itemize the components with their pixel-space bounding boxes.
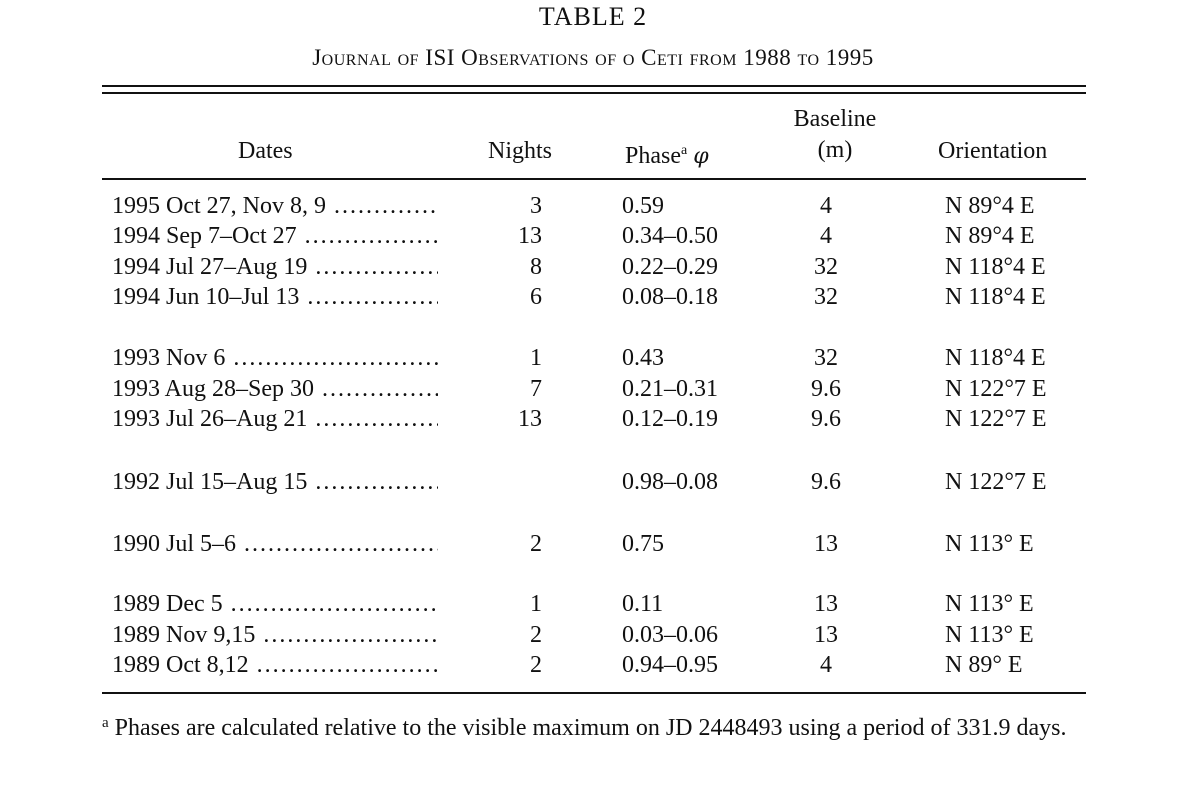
cell-baseline: 9.6 bbox=[811, 376, 841, 402]
cell-baseline: 9.6 bbox=[811, 469, 841, 495]
table-row: 1989 Nov 9,15 2 0.03–0.06 13 N 113° E bbox=[0, 620, 1200, 650]
cell-orientation: N 118°4 E bbox=[945, 345, 1046, 371]
cell-date: 1994 Jul 27–Aug 19 bbox=[112, 252, 438, 282]
cell-orientation: N 113° E bbox=[945, 591, 1034, 617]
cell-phase: 0.43 bbox=[622, 345, 664, 371]
header-baseline: Baseline (m) bbox=[772, 104, 898, 166]
cell-phase: 0.08–0.18 bbox=[622, 284, 718, 310]
header-phase-footnote-mark: a bbox=[681, 143, 688, 158]
cell-nights: 8 bbox=[530, 254, 542, 280]
cell-phase: 0.12–0.19 bbox=[622, 406, 718, 432]
cell-baseline: 9.6 bbox=[811, 406, 841, 432]
cell-date: 1994 Sep 7–Oct 27 bbox=[112, 221, 438, 251]
cell-nights: 3 bbox=[530, 193, 542, 219]
cell-date: 1989 Nov 9,15 bbox=[112, 620, 438, 650]
cell-date: 1989 Oct 8,12 bbox=[112, 650, 438, 680]
cell-baseline: 13 bbox=[814, 622, 838, 648]
header-nights: Nights bbox=[488, 138, 553, 164]
cell-baseline: 13 bbox=[814, 531, 838, 557]
cell-orientation: N 89°4 E bbox=[945, 223, 1035, 249]
top-rule-outer bbox=[102, 85, 1086, 87]
table-row: 1994 Jun 10–Jul 13 6 0.08–0.18 32 N 118°4 E bbox=[0, 282, 1200, 312]
table-title: TABLE 2 bbox=[538, 2, 648, 31]
table-row: 1990 Jul 5–6 2 0.75 13 N 113° E bbox=[0, 529, 1200, 559]
cell-phase: 0.59 bbox=[622, 193, 664, 219]
cell-phase: 0.98–0.08 bbox=[622, 469, 718, 495]
cell-orientation: N 113° E bbox=[945, 531, 1034, 557]
footnote-mark: a bbox=[102, 715, 109, 731]
table-row: 1989 Dec 5 1 0.11 13 N 113° E bbox=[0, 589, 1200, 619]
cell-phase: 0.22–0.29 bbox=[622, 254, 718, 280]
table-row: 1993 Aug 28–Sep 30 7 0.21–0.31 9.6 N 122°7 E bbox=[0, 374, 1200, 404]
table-footnote: a Phases are calculated relative to the … bbox=[102, 707, 1086, 744]
cell-date: 1993 Aug 28–Sep 30 bbox=[112, 374, 438, 404]
header-phase-label: Phase bbox=[625, 143, 681, 169]
cell-orientation: N 122°7 E bbox=[945, 406, 1047, 432]
header-baseline-unit: (m) bbox=[817, 137, 853, 163]
table-row: 1993 Jul 26–Aug 21 13 0.12–0.19 9.6 N 122°7 … bbox=[0, 404, 1200, 434]
table-row: 1995 Oct 27, Nov 8, 9 3 0.59 4 N 89°4 E bbox=[0, 191, 1200, 221]
cell-phase: 0.03–0.06 bbox=[622, 622, 718, 648]
cell-nights: 13 bbox=[518, 223, 542, 249]
table-subtitle: Journal of ISI Observations of o Ceti fr… bbox=[312, 45, 874, 70]
cell-orientation: N 89° E bbox=[945, 652, 1023, 678]
cell-baseline: 13 bbox=[814, 591, 838, 617]
cell-baseline: 32 bbox=[814, 284, 838, 310]
cell-date: 1994 Jun 10–Jul 13 bbox=[112, 282, 438, 312]
header-baseline-label: Baseline bbox=[793, 106, 877, 132]
cell-nights: 1 bbox=[530, 345, 542, 371]
cell-date: 1993 Nov 6 bbox=[112, 343, 438, 373]
cell-baseline: 32 bbox=[814, 254, 838, 280]
cell-phase: 0.75 bbox=[622, 531, 664, 557]
header-orientation: Orientation bbox=[938, 138, 1048, 164]
cell-phase: 0.94–0.95 bbox=[622, 652, 718, 678]
table-row: 1993 Nov 6 1 0.43 32 N 118°4 E bbox=[0, 343, 1200, 373]
cell-baseline: 4 bbox=[820, 193, 832, 219]
cell-nights: 2 bbox=[530, 531, 542, 557]
cell-phase: 0.11 bbox=[622, 591, 664, 617]
cell-date: 1993 Jul 26–Aug 21 bbox=[112, 404, 438, 434]
cell-orientation: N 113° E bbox=[945, 622, 1034, 648]
header-rule bbox=[102, 178, 1086, 180]
bottom-rule bbox=[102, 692, 1086, 694]
cell-phase: 0.34–0.50 bbox=[622, 223, 718, 249]
header-dates: Dates bbox=[238, 138, 293, 164]
cell-phase: 0.21–0.31 bbox=[622, 376, 718, 402]
cell-nights: 2 bbox=[530, 652, 542, 678]
cell-baseline: 4 bbox=[820, 652, 832, 678]
cell-nights: 1 bbox=[530, 591, 542, 617]
cell-date: 1992 Jul 15–Aug 15 bbox=[112, 467, 438, 497]
table-row: 1989 Oct 8,12 2 0.94–0.95 4 N 89° E bbox=[0, 650, 1200, 680]
cell-nights: 7 bbox=[530, 376, 542, 402]
cell-orientation: N 89°4 E bbox=[945, 193, 1035, 219]
footnote-text: Phases are calculated relative to the vi… bbox=[114, 715, 1067, 741]
cell-orientation: N 122°7 E bbox=[945, 469, 1047, 495]
table-row: 1994 Sep 7–Oct 27 13 0.34–0.50 4 N 89°4 E bbox=[0, 221, 1200, 251]
cell-date: 1990 Jul 5–6 bbox=[112, 529, 438, 559]
cell-date: 1995 Oct 27, Nov 8, 9 bbox=[112, 191, 438, 221]
cell-baseline: 4 bbox=[820, 223, 832, 249]
cell-baseline: 32 bbox=[814, 345, 838, 371]
header-phase-symbol: φ bbox=[693, 144, 709, 169]
header-phase: Phasea φ bbox=[625, 136, 709, 172]
table-row: 1992 Jul 15–Aug 15 0.98–0.08 9.6 N 122°7 E bbox=[0, 467, 1200, 497]
top-rule-inner bbox=[102, 92, 1086, 94]
cell-date: 1989 Dec 5 bbox=[112, 589, 438, 619]
table-row: 1994 Jul 27–Aug 19 8 0.22–0.29 32 N 118°4 E bbox=[0, 252, 1200, 282]
cell-orientation: N 118°4 E bbox=[945, 254, 1046, 280]
cell-nights: 6 bbox=[530, 284, 542, 310]
cell-nights: 2 bbox=[530, 622, 542, 648]
cell-orientation: N 118°4 E bbox=[945, 284, 1046, 310]
cell-nights: 13 bbox=[518, 406, 542, 432]
cell-orientation: N 122°7 E bbox=[945, 376, 1047, 402]
